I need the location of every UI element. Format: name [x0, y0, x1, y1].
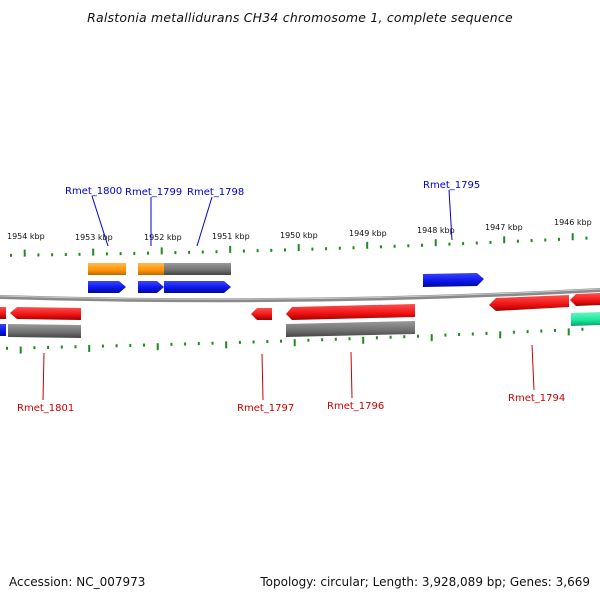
- cds-orange-block[interactable]: [138, 263, 164, 275]
- gene-rmet-1801[interactable]: [10, 307, 81, 320]
- gene-label-rmet-1794[interactable]: Rmet_1794: [508, 393, 565, 404]
- ruler-label-1950: 1950 kbp: [280, 231, 318, 240]
- gene-labels: Rmet_1800 Rmet_1799 Rmet_1798 Rmet_1795 …: [17, 180, 565, 414]
- gene-label-rmet-1796[interactable]: Rmet_1796: [327, 401, 384, 412]
- gene-label-rmet-1799[interactable]: Rmet_1799: [125, 187, 182, 198]
- gene-rmet-1794[interactable]: [489, 295, 569, 311]
- chromosome-backbone: [0, 288, 600, 303]
- bottom-tick-marks: [6, 327, 584, 354]
- label-leaders: [42, 189, 535, 401]
- gene-rmet-1795[interactable]: [423, 273, 484, 287]
- cds-gray-block[interactable]: [8, 324, 81, 338]
- cds-orange-block[interactable]: [88, 263, 126, 275]
- sequence-summary-text: Topology: circular; Length: 3,928,089 bp…: [260, 575, 590, 589]
- gene-rmet-1800[interactable]: [88, 281, 126, 293]
- reverse-strand-features: [0, 293, 600, 338]
- ruler-label-1947: 1947 kbp: [485, 223, 523, 232]
- feature-left-blue-stub[interactable]: [0, 324, 6, 336]
- ruler-label-1953: 1953 kbp: [75, 233, 113, 242]
- map-title: Ralstonia metallidurans CH34 chromosome …: [87, 10, 513, 25]
- gene-label-rmet-1795[interactable]: Rmet_1795: [423, 180, 480, 191]
- ruler-label-1949: 1949 kbp: [349, 229, 387, 238]
- ruler-label-1948: 1948 kbp: [417, 226, 455, 235]
- gene-left-edge[interactable]: [0, 307, 6, 319]
- gene-rmet-1798[interactable]: [164, 281, 231, 293]
- ruler-label-1952: 1952 kbp: [144, 233, 182, 242]
- chromosome-backbone-highlight: [0, 288, 600, 300]
- accession-text: Accession: NC_007973: [9, 575, 146, 589]
- ruler-label-1946: 1946 kbp: [554, 218, 592, 227]
- teal-feature[interactable]: [571, 312, 600, 326]
- gene-rmet-1799[interactable]: [138, 281, 164, 293]
- ruler-label-1951: 1951 kbp: [212, 232, 250, 241]
- ruler-labels: 1954 kbp 1953 kbp 1952 kbp 1951 kbp 1950…: [7, 218, 592, 242]
- forward-strand-features: [88, 263, 484, 293]
- cds-gray-block[interactable]: [164, 263, 231, 275]
- gene-label-rmet-1798[interactable]: Rmet_1798: [187, 187, 244, 198]
- gene-label-rmet-1800[interactable]: Rmet_1800: [65, 186, 122, 197]
- gene-label-rmet-1801[interactable]: Rmet_1801: [17, 403, 74, 414]
- gene-rmet-1796[interactable]: [286, 304, 415, 320]
- ruler-label-1954: 1954 kbp: [7, 232, 45, 241]
- gene-rmet-1797[interactable]: [251, 308, 272, 320]
- cds-gray-block[interactable]: [286, 321, 415, 337]
- gene-label-rmet-1797[interactable]: Rmet_1797: [237, 403, 294, 414]
- top-tick-marks: [10, 233, 588, 257]
- gene-right-edge[interactable]: [570, 293, 600, 306]
